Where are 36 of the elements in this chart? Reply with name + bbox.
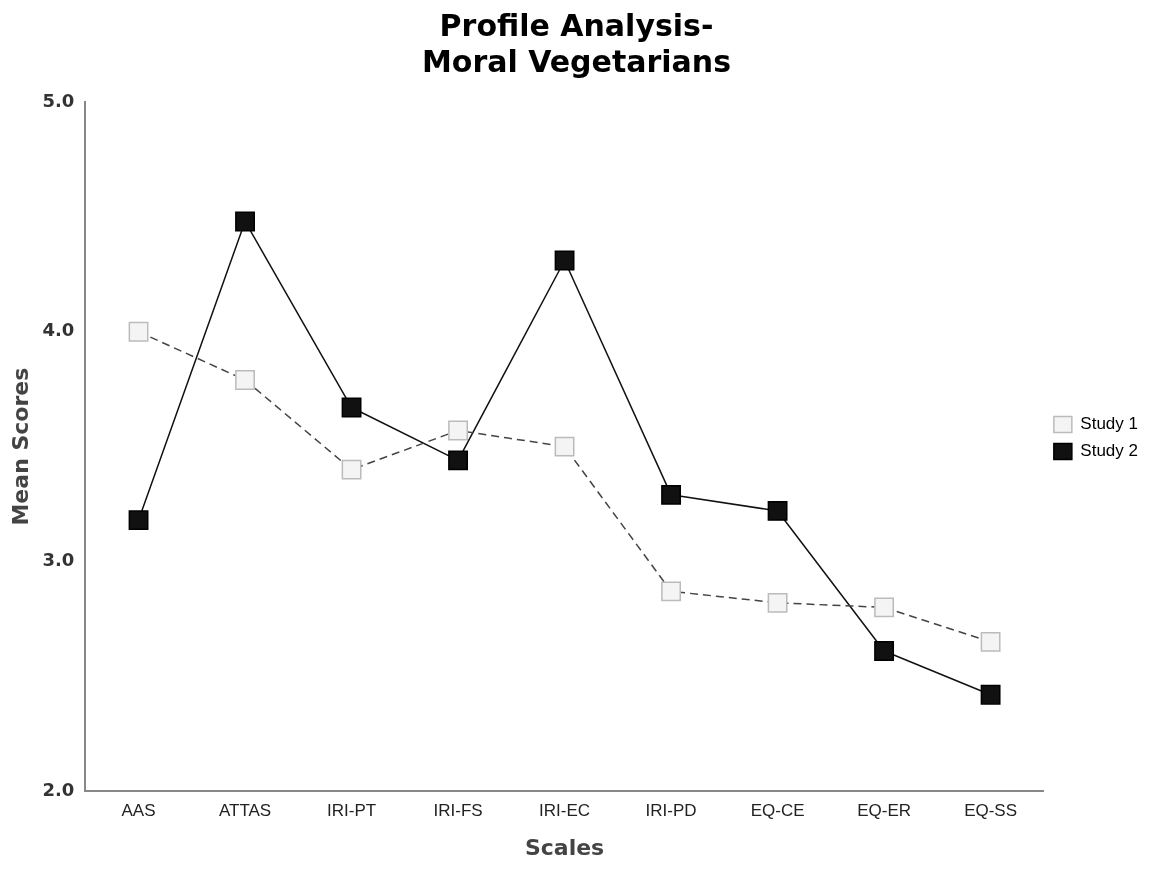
x-tick-label: IRI-PT [327, 801, 377, 821]
x-tick-label: IRI-FS [433, 801, 483, 821]
x-tick-label: IRI-EC [539, 801, 591, 821]
legend-label: Study 1 [1080, 414, 1139, 434]
point [874, 597, 895, 618]
y-tick-label: 4.0 [42, 319, 75, 341]
point [767, 592, 788, 613]
y-tick-label: 3.0 [42, 549, 75, 571]
point [128, 510, 149, 531]
point [874, 641, 895, 662]
point [661, 484, 682, 505]
y-tick-label: 5.0 [42, 89, 75, 111]
point [554, 436, 575, 457]
point [448, 450, 468, 471]
point [128, 321, 149, 342]
x-tick-label: EQ-SS [964, 801, 1018, 821]
x-tick-label: ATTAS [218, 801, 272, 821]
point [235, 370, 255, 390]
point [235, 211, 255, 232]
y-axis-title: Mean Scores [7, 367, 33, 526]
point [980, 631, 1001, 652]
point [554, 250, 575, 271]
point [980, 684, 1001, 705]
y-tick-label: 2.0 [42, 778, 75, 800]
point [341, 397, 362, 418]
x-axis-title: Scales [524, 834, 605, 860]
x-tick-label: EQ-CE [750, 801, 805, 821]
point [448, 420, 468, 441]
point [341, 459, 362, 480]
point [767, 500, 788, 521]
x-tick-label: IRI-PD [645, 801, 697, 821]
x-tick-label: AAS [121, 801, 156, 821]
chart-title: Profile Analysis- Moral Vegetarians [421, 7, 732, 79]
point [661, 581, 682, 602]
legend-label: Study 2 [1080, 441, 1139, 461]
x-tick-label: EQ-ER [857, 801, 912, 821]
